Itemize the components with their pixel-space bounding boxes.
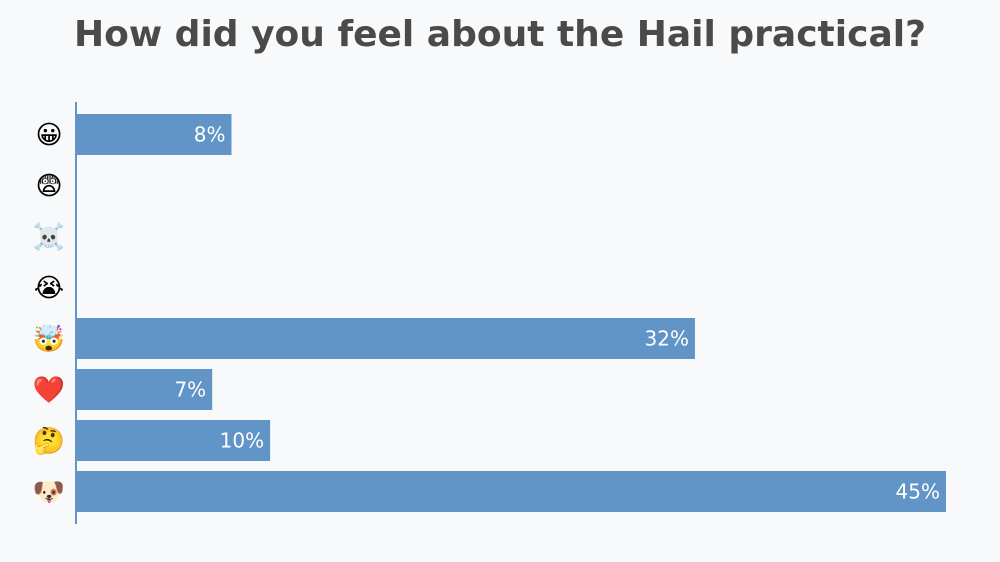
category-label-2: ☠️ <box>33 222 65 253</box>
bar-7 <box>77 471 946 512</box>
bars-group <box>77 114 946 512</box>
bar-value-label-7: 45% <box>896 480 940 504</box>
bar-5 <box>77 369 213 410</box>
category-labels-group: 😀 😨 ☠️ 😭 🤯 ❤️ 🤔 🐶 <box>33 121 66 508</box>
bar-6 <box>77 420 271 461</box>
bar-value-label-4: 32% <box>645 327 689 351</box>
category-label-6: 🤔 <box>33 427 65 457</box>
category-label-1: 😨 <box>35 172 62 202</box>
category-label-7: 🐶 <box>33 478 65 508</box>
bar-value-label-6: 10% <box>220 429 264 453</box>
category-label-5: ❤️ <box>33 376 66 406</box>
bar-0 <box>77 114 232 155</box>
bar-4 <box>77 318 695 359</box>
bar-value-label-5: 7% <box>174 378 206 402</box>
category-label-0: 😀 <box>35 121 62 151</box>
value-labels-group: 8% 32% 7% 10% 45% <box>174 123 940 504</box>
chart-title: How did you feel about the Hail practica… <box>74 14 926 55</box>
bar-value-label-0: 8% <box>194 123 226 147</box>
category-label-3: 😭 <box>34 274 64 304</box>
category-label-4: 🤯 <box>33 324 65 355</box>
